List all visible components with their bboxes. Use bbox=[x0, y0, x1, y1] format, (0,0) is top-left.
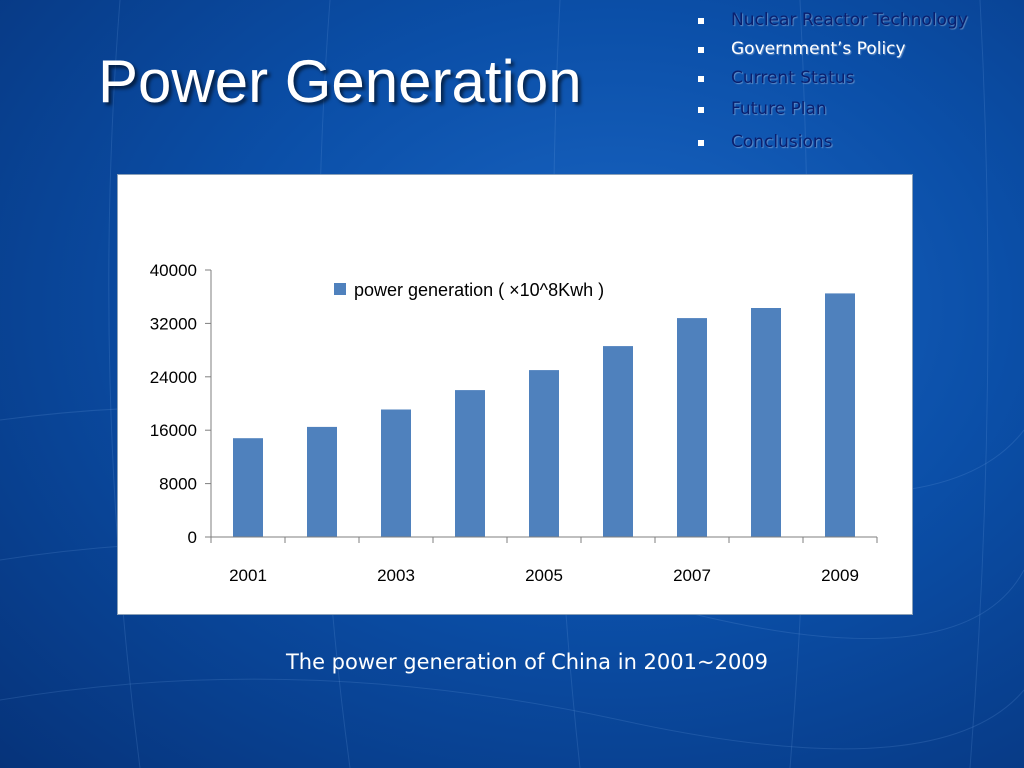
bar-2008 bbox=[751, 308, 781, 537]
nav-item-label: Conclusions bbox=[731, 132, 833, 152]
bar-2001 bbox=[233, 438, 263, 537]
nav-item-label: Current Status bbox=[731, 68, 855, 88]
chart-panel: 0 8000 16000 24000 32000 40000 2001 2003 2005 200… bbox=[117, 174, 913, 615]
legend-swatch bbox=[334, 283, 346, 295]
nav-item-label: Government’s Policy bbox=[731, 39, 906, 59]
bar-2003 bbox=[381, 409, 411, 537]
nav-item-future-plan[interactable]: Future Plan bbox=[694, 101, 968, 134]
x-tick-label: 2007 bbox=[673, 566, 711, 585]
bullet-icon bbox=[698, 107, 704, 113]
y-tick-label: 40000 bbox=[150, 261, 197, 280]
bar-2009 bbox=[825, 293, 855, 537]
y-tick-label: 8000 bbox=[159, 475, 197, 494]
bullet-icon bbox=[698, 140, 704, 146]
y-tick-label: 0 bbox=[188, 528, 197, 547]
slide-title: Power Generation bbox=[98, 48, 582, 115]
nav-item-label: Future Plan bbox=[731, 99, 827, 119]
bullet-icon bbox=[698, 76, 704, 82]
nav-item-current-status[interactable]: Current Status bbox=[694, 70, 968, 101]
x-tick-label: 2005 bbox=[525, 566, 563, 585]
bullet-icon bbox=[698, 47, 704, 53]
legend-label: power generation ( ×10^8Kwh ) bbox=[354, 280, 604, 300]
bar-2005 bbox=[529, 370, 559, 537]
y-tick-label: 16000 bbox=[150, 421, 197, 440]
nav-item-label: Nuclear Reactor Technology bbox=[731, 10, 968, 30]
bar-2006 bbox=[603, 346, 633, 537]
x-tick-label: 2003 bbox=[377, 566, 415, 585]
bullet-icon bbox=[698, 18, 704, 24]
x-tick-label: 2001 bbox=[229, 566, 267, 585]
chart-caption: The power generation of China in 2001~20… bbox=[285, 650, 769, 674]
nav-item-conclusions[interactable]: Conclusions bbox=[694, 134, 968, 163]
y-tick-label: 32000 bbox=[150, 314, 197, 333]
bar-chart: 0 8000 16000 24000 32000 40000 2001 2003 2005 200… bbox=[150, 261, 878, 585]
agenda-nav: Nuclear Reactor Technology Government’s … bbox=[694, 12, 968, 163]
nav-item-governments-policy[interactable]: Government’s Policy bbox=[694, 41, 968, 70]
y-tick-label: 24000 bbox=[150, 368, 197, 387]
nav-item-nuclear-reactor-technology[interactable]: Nuclear Reactor Technology bbox=[694, 12, 968, 41]
x-tick-label: 2009 bbox=[821, 566, 859, 585]
bar-2002 bbox=[307, 426, 337, 537]
bar-2007 bbox=[677, 318, 707, 537]
bar-2004 bbox=[455, 390, 485, 537]
